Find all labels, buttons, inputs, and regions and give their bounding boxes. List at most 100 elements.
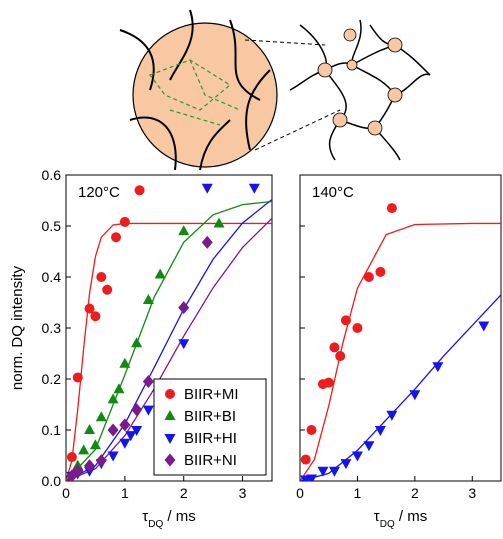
point [125, 431, 137, 442]
fit-line [66, 222, 272, 481]
legend-marker [164, 434, 176, 444]
point [78, 444, 90, 455]
y-tick-label: 0.4 [42, 269, 62, 285]
point [478, 321, 490, 332]
point [305, 474, 317, 481]
y-axis-label: norm. DQ intensity [9, 265, 26, 390]
point [178, 301, 190, 315]
point [119, 357, 131, 368]
illustration [119, 9, 431, 171]
point [134, 185, 145, 196]
point [90, 311, 101, 322]
point [84, 424, 96, 434]
point [131, 426, 143, 436]
point [142, 405, 154, 416]
fit-line [300, 222, 501, 481]
legend-label: BIIR+MI [184, 386, 239, 403]
point [119, 216, 130, 227]
point [340, 459, 352, 470]
point [72, 372, 83, 383]
plot-frame [299, 174, 502, 482]
legend: BIIR+MI BIIR+BI BIIR+HI BIIR+NI [153, 378, 267, 476]
point [84, 459, 96, 473]
point [178, 225, 190, 236]
x-tick-label: 3 [468, 485, 476, 501]
point [340, 315, 351, 326]
point [335, 351, 346, 362]
point [352, 323, 363, 333]
fit-line [66, 200, 272, 481]
point [178, 339, 190, 350]
y-tick-label: 0.2 [42, 371, 62, 387]
point [95, 411, 107, 422]
point [96, 272, 107, 282]
point [317, 466, 329, 477]
x-tick-label: 1 [354, 485, 362, 501]
x-tick-label: 2 [411, 485, 419, 501]
point [66, 452, 77, 463]
point [386, 410, 398, 421]
point [329, 342, 340, 353]
point [154, 268, 166, 279]
point [432, 362, 444, 373]
data-area [66, 183, 272, 481]
x-axis-label-part: τ [142, 508, 148, 525]
point [248, 183, 260, 194]
point [107, 423, 119, 437]
y-tick-label: 0.0 [42, 473, 62, 489]
fit-line [300, 294, 501, 481]
x-tick-label: 2 [180, 485, 188, 501]
point [328, 466, 340, 477]
x-axis-label-part: / ms [163, 508, 196, 525]
legend-label: BIIR+NI [184, 452, 237, 469]
point [374, 426, 386, 436]
panel: 0 1 2 3 0.0 0.1 0.2 0.3 0.4 0.5 0.6 120°C norm. DQ i… [9, 167, 273, 530]
legend-marker [165, 389, 175, 399]
point [201, 183, 213, 194]
x-axis-label: τDQ / ms [142, 508, 195, 530]
y-tick-label: 0.3 [42, 320, 62, 336]
point [119, 418, 131, 432]
point [300, 454, 311, 465]
point [107, 393, 119, 404]
point [111, 232, 122, 243]
point [107, 451, 119, 462]
legend-label: BIIR+HI [184, 430, 237, 447]
panel: 0 1 2 3 140°C τDQ / ms [296, 174, 502, 530]
legend-marker [164, 410, 176, 420]
point [66, 469, 78, 481]
x-tick-label: 3 [239, 485, 247, 501]
point [84, 303, 95, 314]
y-tick-label: 0.5 [42, 218, 62, 234]
legend-label: BIIR+BI [184, 408, 236, 425]
data-area [300, 203, 501, 481]
y-tick-label: 0.6 [42, 167, 62, 183]
x-tick-label: 0 [296, 485, 304, 501]
point [323, 377, 334, 388]
x-tick-label: 0 [62, 485, 70, 501]
annotation: 120°C [78, 184, 120, 201]
x-axis-label-part: τ [374, 508, 380, 525]
plot-frame [65, 174, 273, 482]
point [113, 383, 125, 394]
point [386, 203, 397, 214]
point [131, 337, 143, 348]
x-tick-label: 1 [121, 485, 129, 501]
point [363, 272, 374, 282]
point [102, 284, 113, 295]
legend-marker [164, 453, 176, 467]
point [131, 403, 143, 417]
point [409, 390, 421, 401]
point [201, 235, 213, 249]
x-axis-label-part: DQ [380, 519, 395, 530]
point [351, 451, 363, 462]
x-axis-label: τDQ / ms [374, 508, 427, 530]
point [375, 266, 386, 277]
point [119, 438, 131, 449]
point [72, 464, 84, 478]
annotation: 140°C [312, 184, 354, 201]
point [95, 454, 107, 468]
y-tick-label: 0.1 [42, 422, 62, 438]
x-axis-label-part: / ms [395, 508, 428, 525]
